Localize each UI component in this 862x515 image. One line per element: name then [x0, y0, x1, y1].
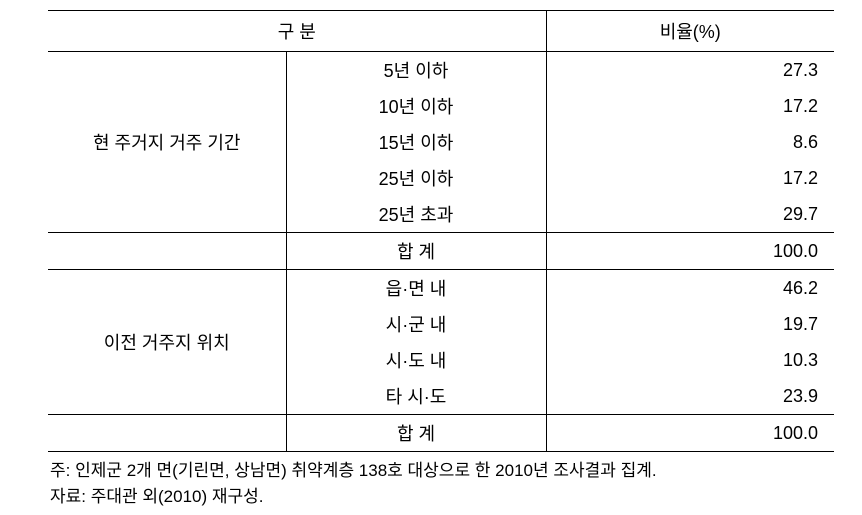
subtotal-label: 합 계: [286, 415, 546, 452]
row-label: 시·군 내: [286, 306, 546, 342]
row-label: 25년 초과: [286, 196, 546, 233]
row-value: 17.2: [546, 88, 834, 124]
row-value: 19.7: [546, 306, 834, 342]
row-value: 17.2: [546, 160, 834, 196]
subtotal-value: 100.0: [546, 233, 834, 270]
table-header-row: 구 분 비율(%): [48, 11, 834, 52]
subtotal-value: 100.0: [546, 415, 834, 452]
row-value: 10.3: [546, 342, 834, 378]
row-label: 시·도 내: [286, 342, 546, 378]
subtotal-row: 합 계 100.0: [48, 233, 834, 270]
subtotal-spacer: [48, 415, 286, 452]
row-label: 15년 이하: [286, 124, 546, 160]
header-category: 구 분: [48, 11, 546, 52]
table-row: 이전 거주지 위치 읍·면 내 46.2: [48, 270, 834, 307]
table-row: 현 주거지 거주 기간 5년 이하 27.3: [48, 52, 834, 89]
row-label: 10년 이하: [286, 88, 546, 124]
section2-label: 이전 거주지 위치: [48, 270, 286, 415]
row-value: 23.9: [546, 378, 834, 415]
header-ratio: 비율(%): [546, 11, 834, 52]
note-line: 자료: 주대관 외(2010) 재구성.: [50, 484, 834, 510]
row-label: 5년 이하: [286, 52, 546, 89]
note-line: 주: 인제군 2개 면(기린면, 상남면) 취약계층 138호 대상으로 한 2…: [50, 458, 834, 484]
row-label: 읍·면 내: [286, 270, 546, 307]
notes-section: 주: 인제군 2개 면(기린면, 상남면) 취약계층 138호 대상으로 한 2…: [48, 458, 834, 509]
data-table: 구 분 비율(%) 현 주거지 거주 기간 5년 이하 27.3 10년 이하 …: [48, 10, 834, 452]
subtotal-spacer: [48, 233, 286, 270]
section1-label: 현 주거지 거주 기간: [48, 52, 286, 233]
subtotal-label: 합 계: [286, 233, 546, 270]
row-value: 29.7: [546, 196, 834, 233]
row-value: 8.6: [546, 124, 834, 160]
row-label: 타 시·도: [286, 378, 546, 415]
subtotal-row: 합 계 100.0: [48, 415, 834, 452]
row-value: 27.3: [546, 52, 834, 89]
row-label: 25년 이하: [286, 160, 546, 196]
row-value: 46.2: [546, 270, 834, 307]
